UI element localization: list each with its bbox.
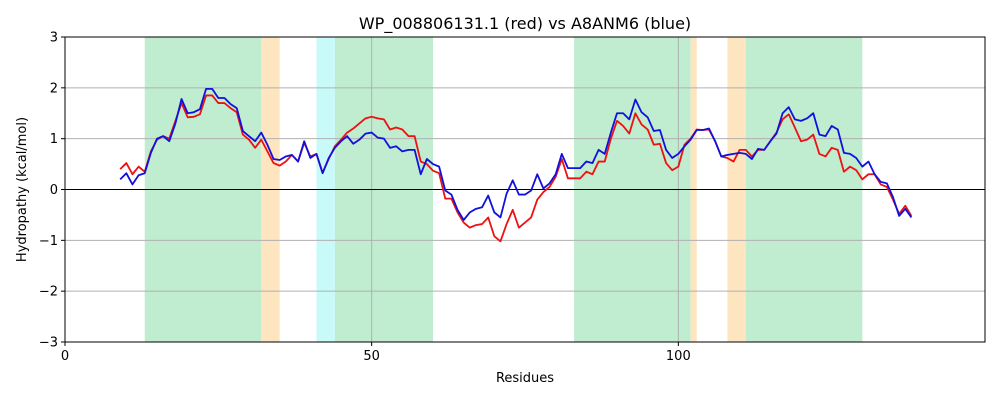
x-axis-ticks: 0 50 100 bbox=[61, 342, 691, 364]
y-tick-label-0: −3 bbox=[39, 336, 58, 351]
x-tick-label-0: 0 bbox=[61, 349, 69, 364]
y-tick-label-6: 3 bbox=[50, 31, 58, 46]
y-tick-label-1: −2 bbox=[39, 285, 58, 300]
y-tick-label-2: −1 bbox=[39, 234, 58, 249]
y-axis-label: Hydropathy (kcal/mol) bbox=[15, 117, 30, 262]
y-tick-label-5: 2 bbox=[50, 81, 58, 96]
y-tick-label-4: 1 bbox=[50, 132, 58, 147]
x-tick-label-2: 100 bbox=[666, 349, 691, 364]
chart-title: WP_008806131.1 (red) vs A8ANM6 (blue) bbox=[359, 14, 691, 34]
x-axis-label: Residues bbox=[496, 371, 554, 386]
y-tick-label-3: 0 bbox=[50, 183, 58, 198]
y-axis-ticks: −3 −2 −1 0 1 2 3 bbox=[39, 31, 65, 351]
x-tick-label-1: 50 bbox=[363, 349, 380, 364]
series-lines bbox=[119, 87, 913, 243]
series-line-1 bbox=[119, 87, 913, 221]
